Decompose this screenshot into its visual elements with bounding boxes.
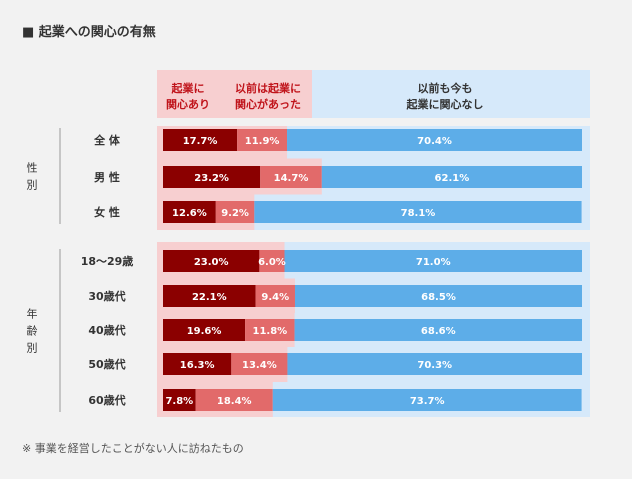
bar-segment xyxy=(255,285,295,307)
bar-segment xyxy=(163,389,196,411)
data-label: 17.7% xyxy=(183,136,218,147)
data-label: 19.6% xyxy=(187,326,222,337)
group-label-char: 年 xyxy=(27,307,38,321)
legend-label-1: 関心あり xyxy=(166,98,210,111)
chart-title: ■ 起業への関心の有無 xyxy=(22,24,156,40)
bar-segment xyxy=(163,201,216,223)
legend-label-1: 起業に xyxy=(171,81,205,95)
data-label: 68.6% xyxy=(421,326,456,337)
row-label: 30歳代 xyxy=(88,289,125,303)
bar-segment xyxy=(294,285,582,307)
data-label: 12.6% xyxy=(172,208,207,219)
bar-segment xyxy=(237,129,288,151)
group-label-char: 別 xyxy=(27,179,38,192)
data-label: 11.8% xyxy=(252,326,287,337)
row-label: 18〜29歳 xyxy=(81,254,134,268)
legend-label-2: 以前は起業に xyxy=(235,81,301,95)
legend-label-2: 関心があった xyxy=(235,97,301,111)
bar-segment xyxy=(215,201,255,223)
data-label: 71.0% xyxy=(416,257,451,268)
data-label: 73.7% xyxy=(410,396,445,407)
bar-segment xyxy=(272,389,582,411)
bar-segment xyxy=(259,250,285,272)
data-label: 13.4% xyxy=(242,360,277,371)
data-label: 70.4% xyxy=(417,136,452,147)
data-label: 78.1% xyxy=(401,208,436,219)
row-label: 50歳代 xyxy=(88,357,125,371)
bar-segment xyxy=(287,353,582,375)
bar-segment xyxy=(287,129,582,151)
group-label-char: 別 xyxy=(27,342,38,355)
data-label: 6.0% xyxy=(258,257,286,268)
bar-segment xyxy=(163,166,261,188)
row-label: 男 性 xyxy=(94,170,120,184)
bar-segment xyxy=(163,250,260,272)
data-label: 16.3% xyxy=(180,360,215,371)
group-label-char: 性 xyxy=(27,161,38,175)
legend-label-3: 起業に関心なし xyxy=(406,97,484,111)
data-label: 68.5% xyxy=(421,292,456,303)
data-label: 11.9% xyxy=(245,136,280,147)
header-panel-pink xyxy=(157,70,312,118)
bar-segment xyxy=(260,166,322,188)
group-label-char: 齢 xyxy=(27,324,38,338)
row-label: 60歳代 xyxy=(88,393,125,407)
bar-segment xyxy=(254,201,582,223)
data-label: 70.3% xyxy=(417,360,452,371)
bar-segment xyxy=(231,353,288,375)
bar-segment xyxy=(195,389,273,411)
data-label: 7.8% xyxy=(165,396,193,407)
data-label: 22.1% xyxy=(192,292,227,303)
row-label: 40歳代 xyxy=(88,323,125,337)
data-label: 62.1% xyxy=(435,173,470,184)
footnote: ※ 事業を経営したことがない人に訪ねたもの xyxy=(22,441,244,455)
row-label: 女 性 xyxy=(94,205,120,219)
bar-segment xyxy=(163,319,246,341)
row-label: 全 体 xyxy=(93,133,121,147)
bar-segment xyxy=(163,353,232,375)
bar-segment xyxy=(294,319,582,341)
bar-segment xyxy=(163,285,256,307)
bar-segment xyxy=(321,166,582,188)
data-label: 9.2% xyxy=(221,208,249,219)
data-label: 9.4% xyxy=(261,292,289,303)
bar-segment xyxy=(245,319,295,341)
bar-segment xyxy=(284,250,582,272)
legend-label-3: 以前も今も xyxy=(418,81,473,95)
data-label: 23.0% xyxy=(194,257,229,268)
bar-segment xyxy=(163,129,238,151)
data-label: 18.4% xyxy=(217,396,252,407)
data-label: 23.2% xyxy=(194,173,229,184)
data-label: 14.7% xyxy=(274,173,309,184)
